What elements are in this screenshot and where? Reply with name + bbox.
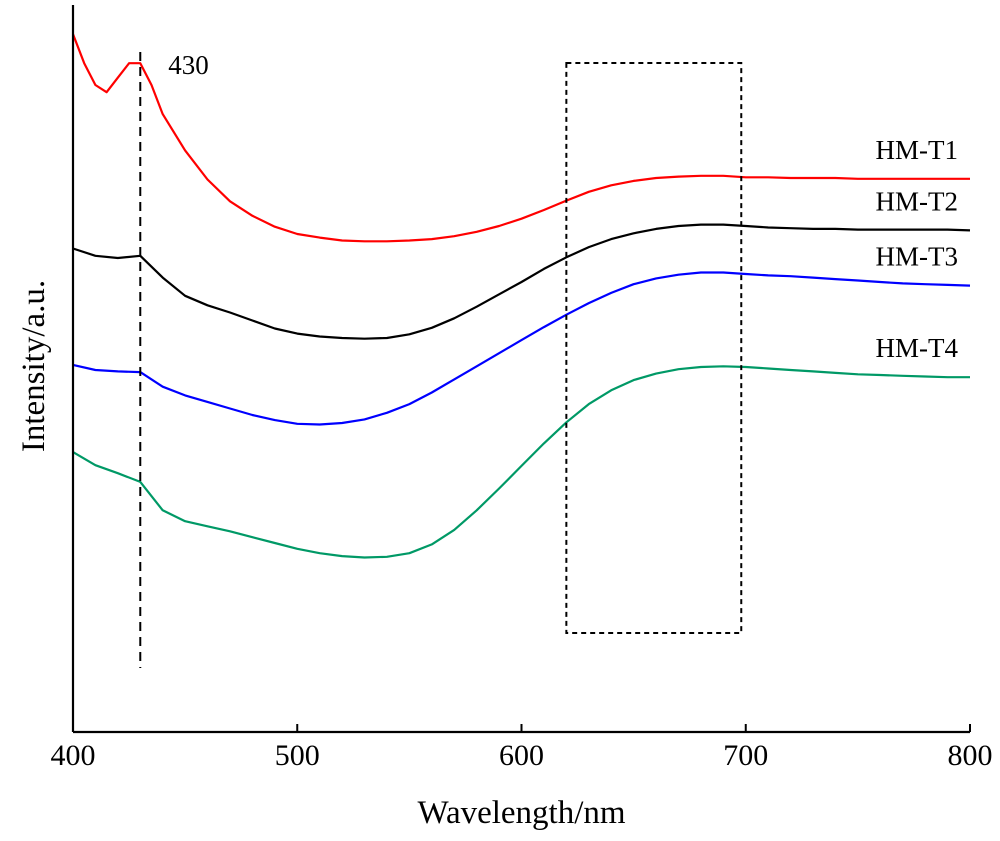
series-label-hm-t1: HM-T1 [876,135,959,165]
axes: 400 500 600 700 800 [51,5,993,772]
reference-line-label: 430 [168,50,209,80]
highlight-box-layer [565,62,743,634]
x-axis-title: Wavelength/nm [417,795,625,831]
x-tick-label-700: 700 [723,739,768,772]
series-label-hm-t2: HM-T2 [876,186,959,216]
x-tick-label-500: 500 [275,739,320,772]
y-axis-title: Intensity/a.u. [16,280,52,452]
series-line-hm-t2 [72,223,971,340]
plot-area [71,33,971,559]
series-label-hm-t4: HM-T4 [876,333,959,363]
series-line-hm-t3 [72,271,971,426]
series-line-hm-t1 [71,33,970,243]
series-label-hm-t3: HM-T3 [876,242,959,272]
series-line-hm-t4 [72,365,970,559]
labels: HM-T1 HM-T2 HM-T3 HM-T4 430 Wavelength/nm Inte… [16,50,958,831]
highlight-box [565,62,743,634]
x-tick-label-400: 400 [51,739,96,772]
x-tick-label-800: 800 [948,739,993,772]
x-tick-label-600: 600 [499,739,544,772]
